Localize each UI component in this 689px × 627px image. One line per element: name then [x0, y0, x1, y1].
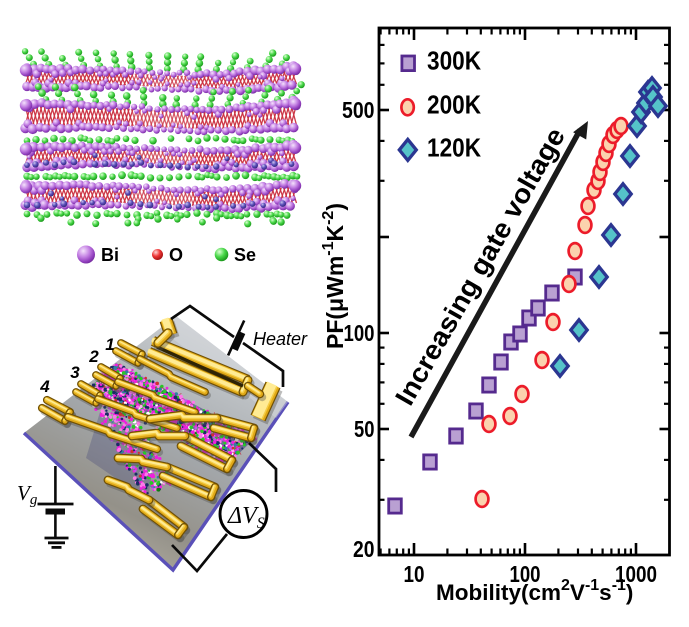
svg-text:Mobility(cm2V-1s-1): Mobility(cm2V-1s-1)	[436, 577, 633, 605]
svg-text:300K: 300K	[427, 46, 481, 76]
svg-text:10: 10	[404, 561, 425, 587]
svg-text:120K: 120K	[427, 133, 481, 163]
svg-text:Heater: Heater	[253, 329, 308, 349]
svg-text:100: 100	[344, 320, 375, 346]
svg-text:200K: 200K	[427, 90, 481, 120]
svg-text:100: 100	[510, 561, 541, 587]
svg-text:Se: Se	[234, 245, 256, 265]
svg-text:20: 20	[353, 536, 375, 562]
svg-text:3: 3	[70, 363, 80, 382]
svg-text:4: 4	[39, 377, 50, 396]
svg-text:PF(μWm-1K-2): PF(μWm-1K-2)	[320, 203, 348, 349]
svg-text:50: 50	[354, 416, 375, 442]
svg-text:2: 2	[88, 347, 99, 366]
svg-text:1: 1	[105, 335, 114, 354]
svg-text:Bi: Bi	[101, 245, 119, 265]
svg-text:500: 500	[342, 97, 375, 123]
svg-text:1000: 1000	[615, 561, 657, 587]
svg-text:O: O	[169, 245, 183, 265]
